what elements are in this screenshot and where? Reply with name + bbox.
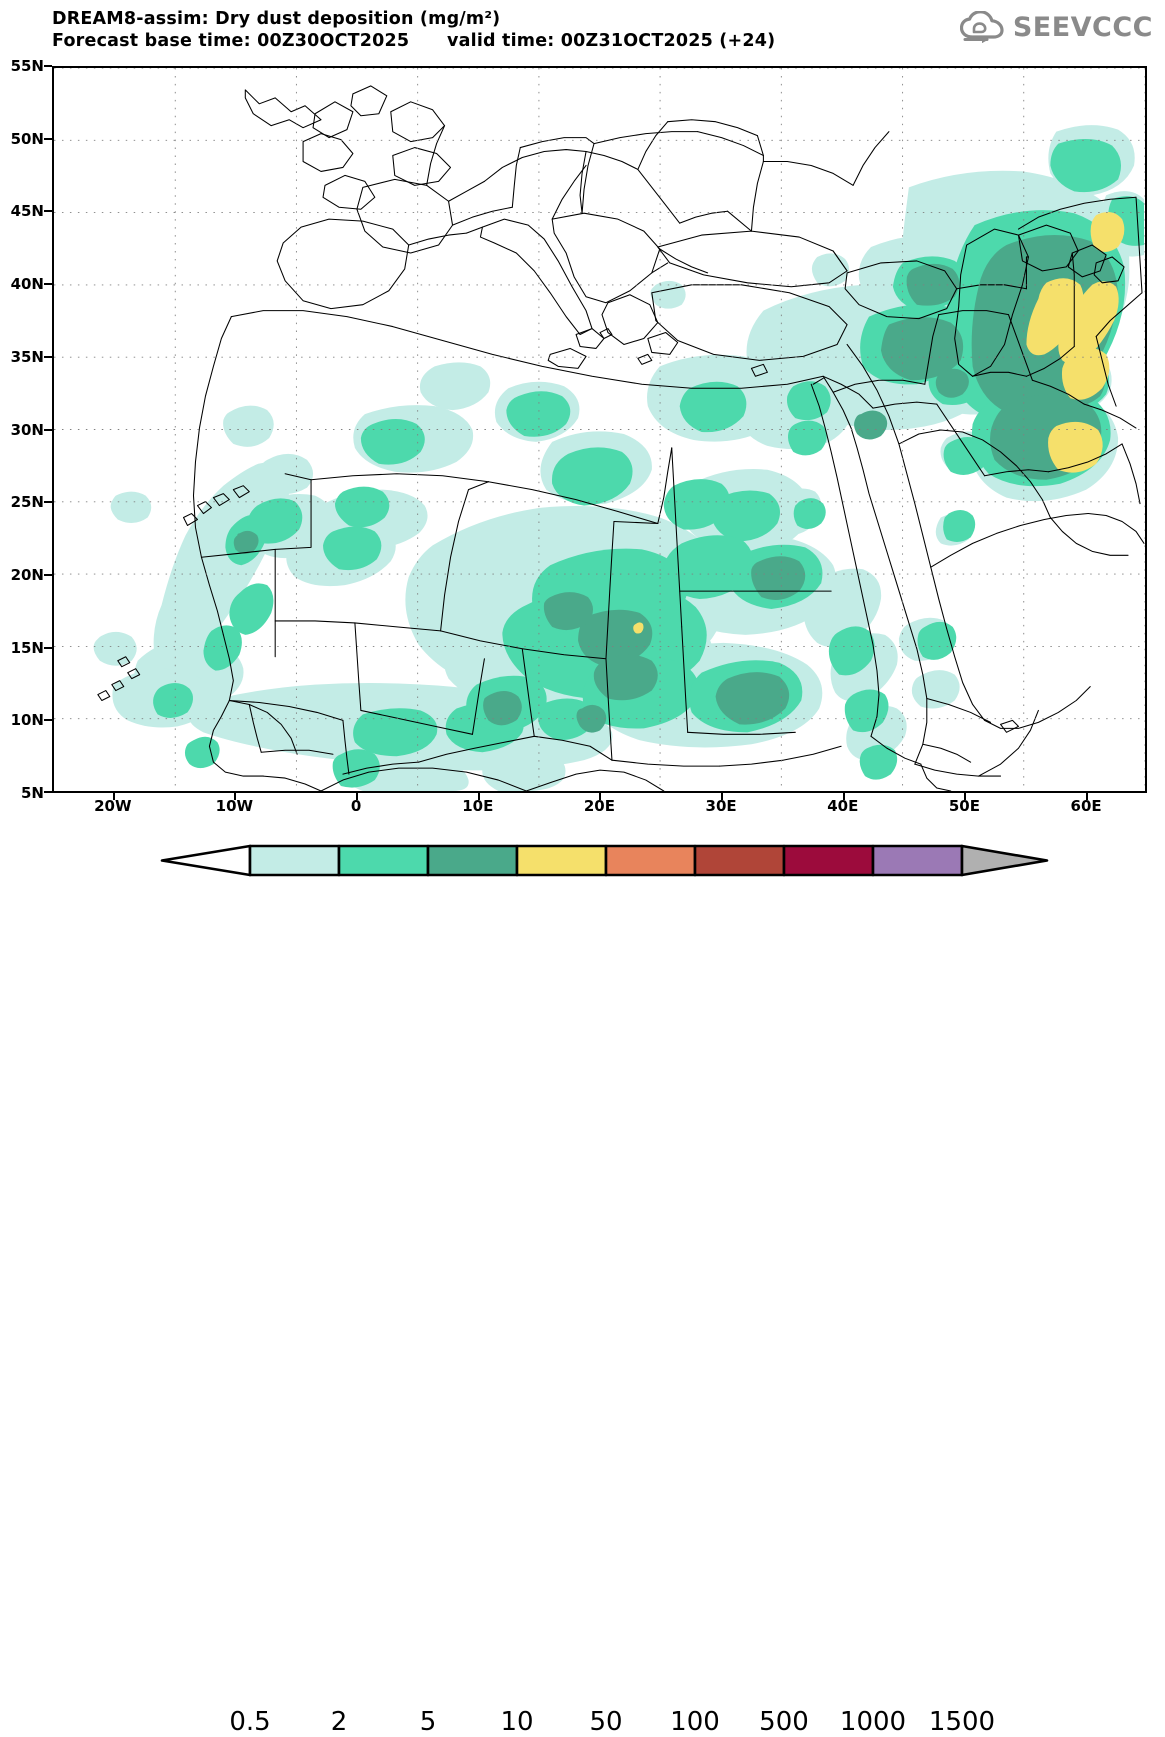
colorbar-swatches	[160, 844, 1049, 877]
chart-header: DREAM8-assim: Dry dust deposition (mg/m²…	[0, 0, 1165, 62]
y-tick-25n: 25N	[10, 493, 44, 512]
x-tick-0: 0	[350, 797, 362, 815]
colorbar-band-0	[248, 844, 341, 877]
forecast-time-subtitle: Forecast base time: 00Z30OCT2025 valid t…	[52, 31, 776, 51]
colorbar-label-50: 50	[589, 1707, 623, 1737]
y-tick-10n: 10N	[10, 711, 44, 730]
page-title: DREAM8-assim: Dry dust deposition (mg/m²…	[52, 9, 501, 29]
colorbar-over-arrow	[960, 844, 1049, 877]
y-tick-15n: 15N	[10, 638, 44, 657]
x-tick-10e: 10E	[462, 797, 494, 815]
colorbar-band-1	[337, 844, 430, 877]
logo-text: SEEVCCC	[1012, 11, 1153, 43]
y-tick-50n: 50N	[10, 129, 44, 148]
x-tick-20e: 20E	[583, 797, 615, 815]
dust-deposition-map	[54, 68, 1145, 791]
colorbar-band-2	[426, 844, 519, 877]
map-gridlines	[54, 68, 1145, 791]
colorbar-band-7	[871, 844, 964, 877]
seevccc-logo: SEEVCCC	[959, 8, 1153, 46]
colorbar-label-10: 10	[500, 1707, 534, 1737]
colorbar-band-3	[515, 844, 608, 877]
cloud-icon	[959, 11, 1004, 43]
colorbar-label-2: 2	[330, 1707, 348, 1737]
y-tick-35n: 35N	[10, 347, 44, 366]
colorbar-label-1000: 1000	[839, 1707, 907, 1737]
colorbar-label-0p5: 0.5	[229, 1707, 271, 1737]
colorbar-label-5: 5	[419, 1707, 437, 1737]
y-tick-30n: 30N	[10, 420, 44, 439]
contour-band-10-50	[633, 212, 1125, 634]
y-tick-40n: 40N	[10, 275, 44, 294]
colorbar-band-4	[604, 844, 697, 877]
x-tick-20w: 20W	[94, 797, 132, 815]
colorbar-band-5	[693, 844, 786, 877]
colorbar-label-1500: 1500	[928, 1707, 996, 1737]
x-tick-10w: 10W	[215, 797, 254, 815]
x-tick-50e: 50E	[948, 797, 980, 815]
colorbar-legend: 0.5 2 5 10 50 100 500 1000 1500	[0, 838, 1165, 1737]
country-borders	[97, 85, 1145, 791]
colorbar-label-100: 100	[670, 1707, 720, 1737]
x-tick-40e: 40E	[827, 797, 859, 815]
colorbar-label-500: 500	[759, 1707, 809, 1737]
y-tick-20n: 20N	[10, 565, 44, 584]
x-tick-30e: 30E	[705, 797, 737, 815]
y-tick-45n: 45N	[10, 202, 44, 221]
y-tick-5n: 5N	[21, 784, 44, 802]
colorbar-band-6	[782, 844, 875, 877]
map-plot-area[interactable]	[52, 66, 1147, 793]
x-tick-60e: 60E	[1070, 797, 1102, 815]
colorbar-under-arrow	[160, 844, 252, 877]
